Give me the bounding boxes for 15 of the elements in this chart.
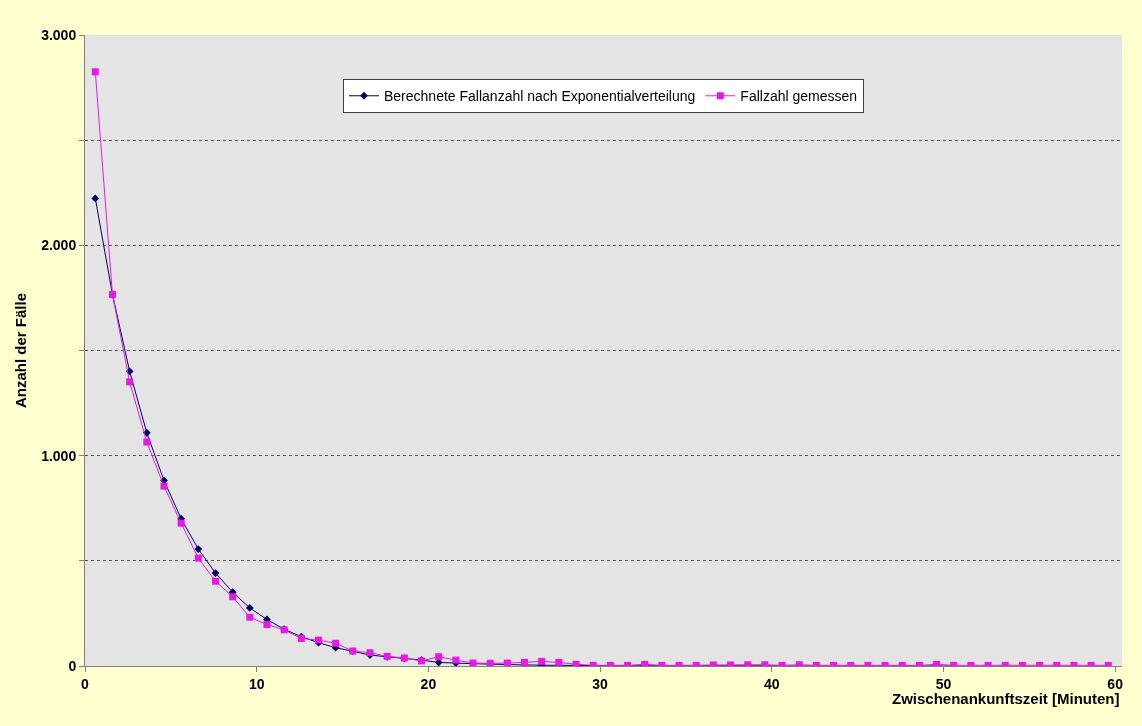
y-tick-label: 2.000 bbox=[41, 237, 77, 254]
y-axis-title: Anzahl der Fälle bbox=[12, 292, 30, 409]
x-tick-label: 60 bbox=[1107, 675, 1124, 692]
legend-label: Fallzahl gemessen bbox=[740, 88, 858, 105]
x-tick-label: 0 bbox=[81, 675, 90, 692]
x-tick-label: 50 bbox=[935, 675, 952, 692]
y-tick-label: 1.000 bbox=[41, 447, 77, 464]
y-tick-label: 3.000 bbox=[41, 26, 77, 43]
y-tick-label: 0 bbox=[68, 657, 77, 674]
x-tick-label: 30 bbox=[592, 675, 609, 692]
x-tick-label: 20 bbox=[420, 675, 437, 692]
x-tick-label: 10 bbox=[248, 675, 265, 692]
legend-label: Berechnete Fallanzahl nach Exponentialverteilung bbox=[384, 88, 696, 105]
x-tick-label: 40 bbox=[763, 675, 780, 692]
x-axis-title: Zwischenankunftszeit [Minuten] bbox=[892, 690, 1120, 707]
